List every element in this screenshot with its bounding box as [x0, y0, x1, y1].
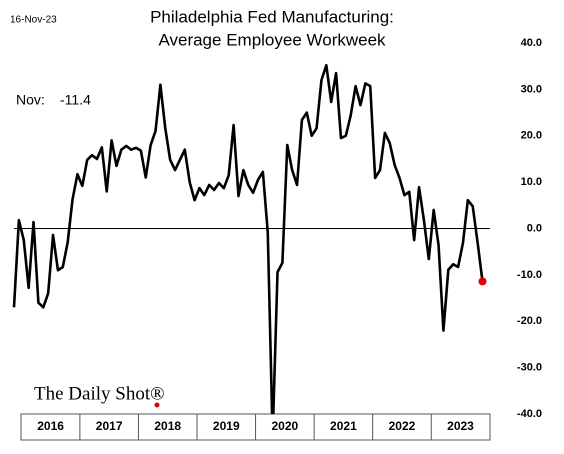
date-stamp: 16-Nov-23: [10, 15, 57, 26]
y-tick-label: -30.0: [517, 362, 542, 374]
source-logo: The Daily Shot®: [34, 383, 165, 404]
chart-title: Average Employee Workweek: [158, 30, 386, 49]
y-tick-label: -20.0: [517, 315, 542, 327]
x-tick-label: 2019: [213, 419, 240, 433]
y-tick-label: -40.0: [517, 408, 542, 420]
y-tick-label: 0.0: [527, 222, 542, 234]
last-label: Nov:: [16, 92, 45, 108]
x-tick-label: 2018: [154, 419, 181, 433]
x-tick-label: 2023: [447, 419, 474, 433]
plot-area: [12, 63, 484, 414]
last-point: [478, 277, 487, 286]
y-tick-label: 30.0: [521, 83, 542, 95]
line: [12, 63, 484, 414]
x-tick-label: 2017: [96, 419, 123, 433]
y-tick-label: 20.0: [521, 130, 542, 142]
x-tick-label: 2022: [389, 419, 416, 433]
logo-dot: [154, 402, 160, 408]
y-tick-label: -10.0: [517, 269, 542, 281]
x-tick-label: 2020: [271, 419, 298, 433]
last-value: -11.4: [60, 92, 91, 108]
x-tick-label: 2016: [37, 419, 64, 433]
x-tick-label: 2021: [330, 419, 357, 433]
y-tick-label: 40.0: [521, 37, 542, 49]
y-tick-label: 10.0: [521, 176, 542, 188]
chart-title: Philadelphia Fed Manufacturing:: [150, 7, 394, 26]
